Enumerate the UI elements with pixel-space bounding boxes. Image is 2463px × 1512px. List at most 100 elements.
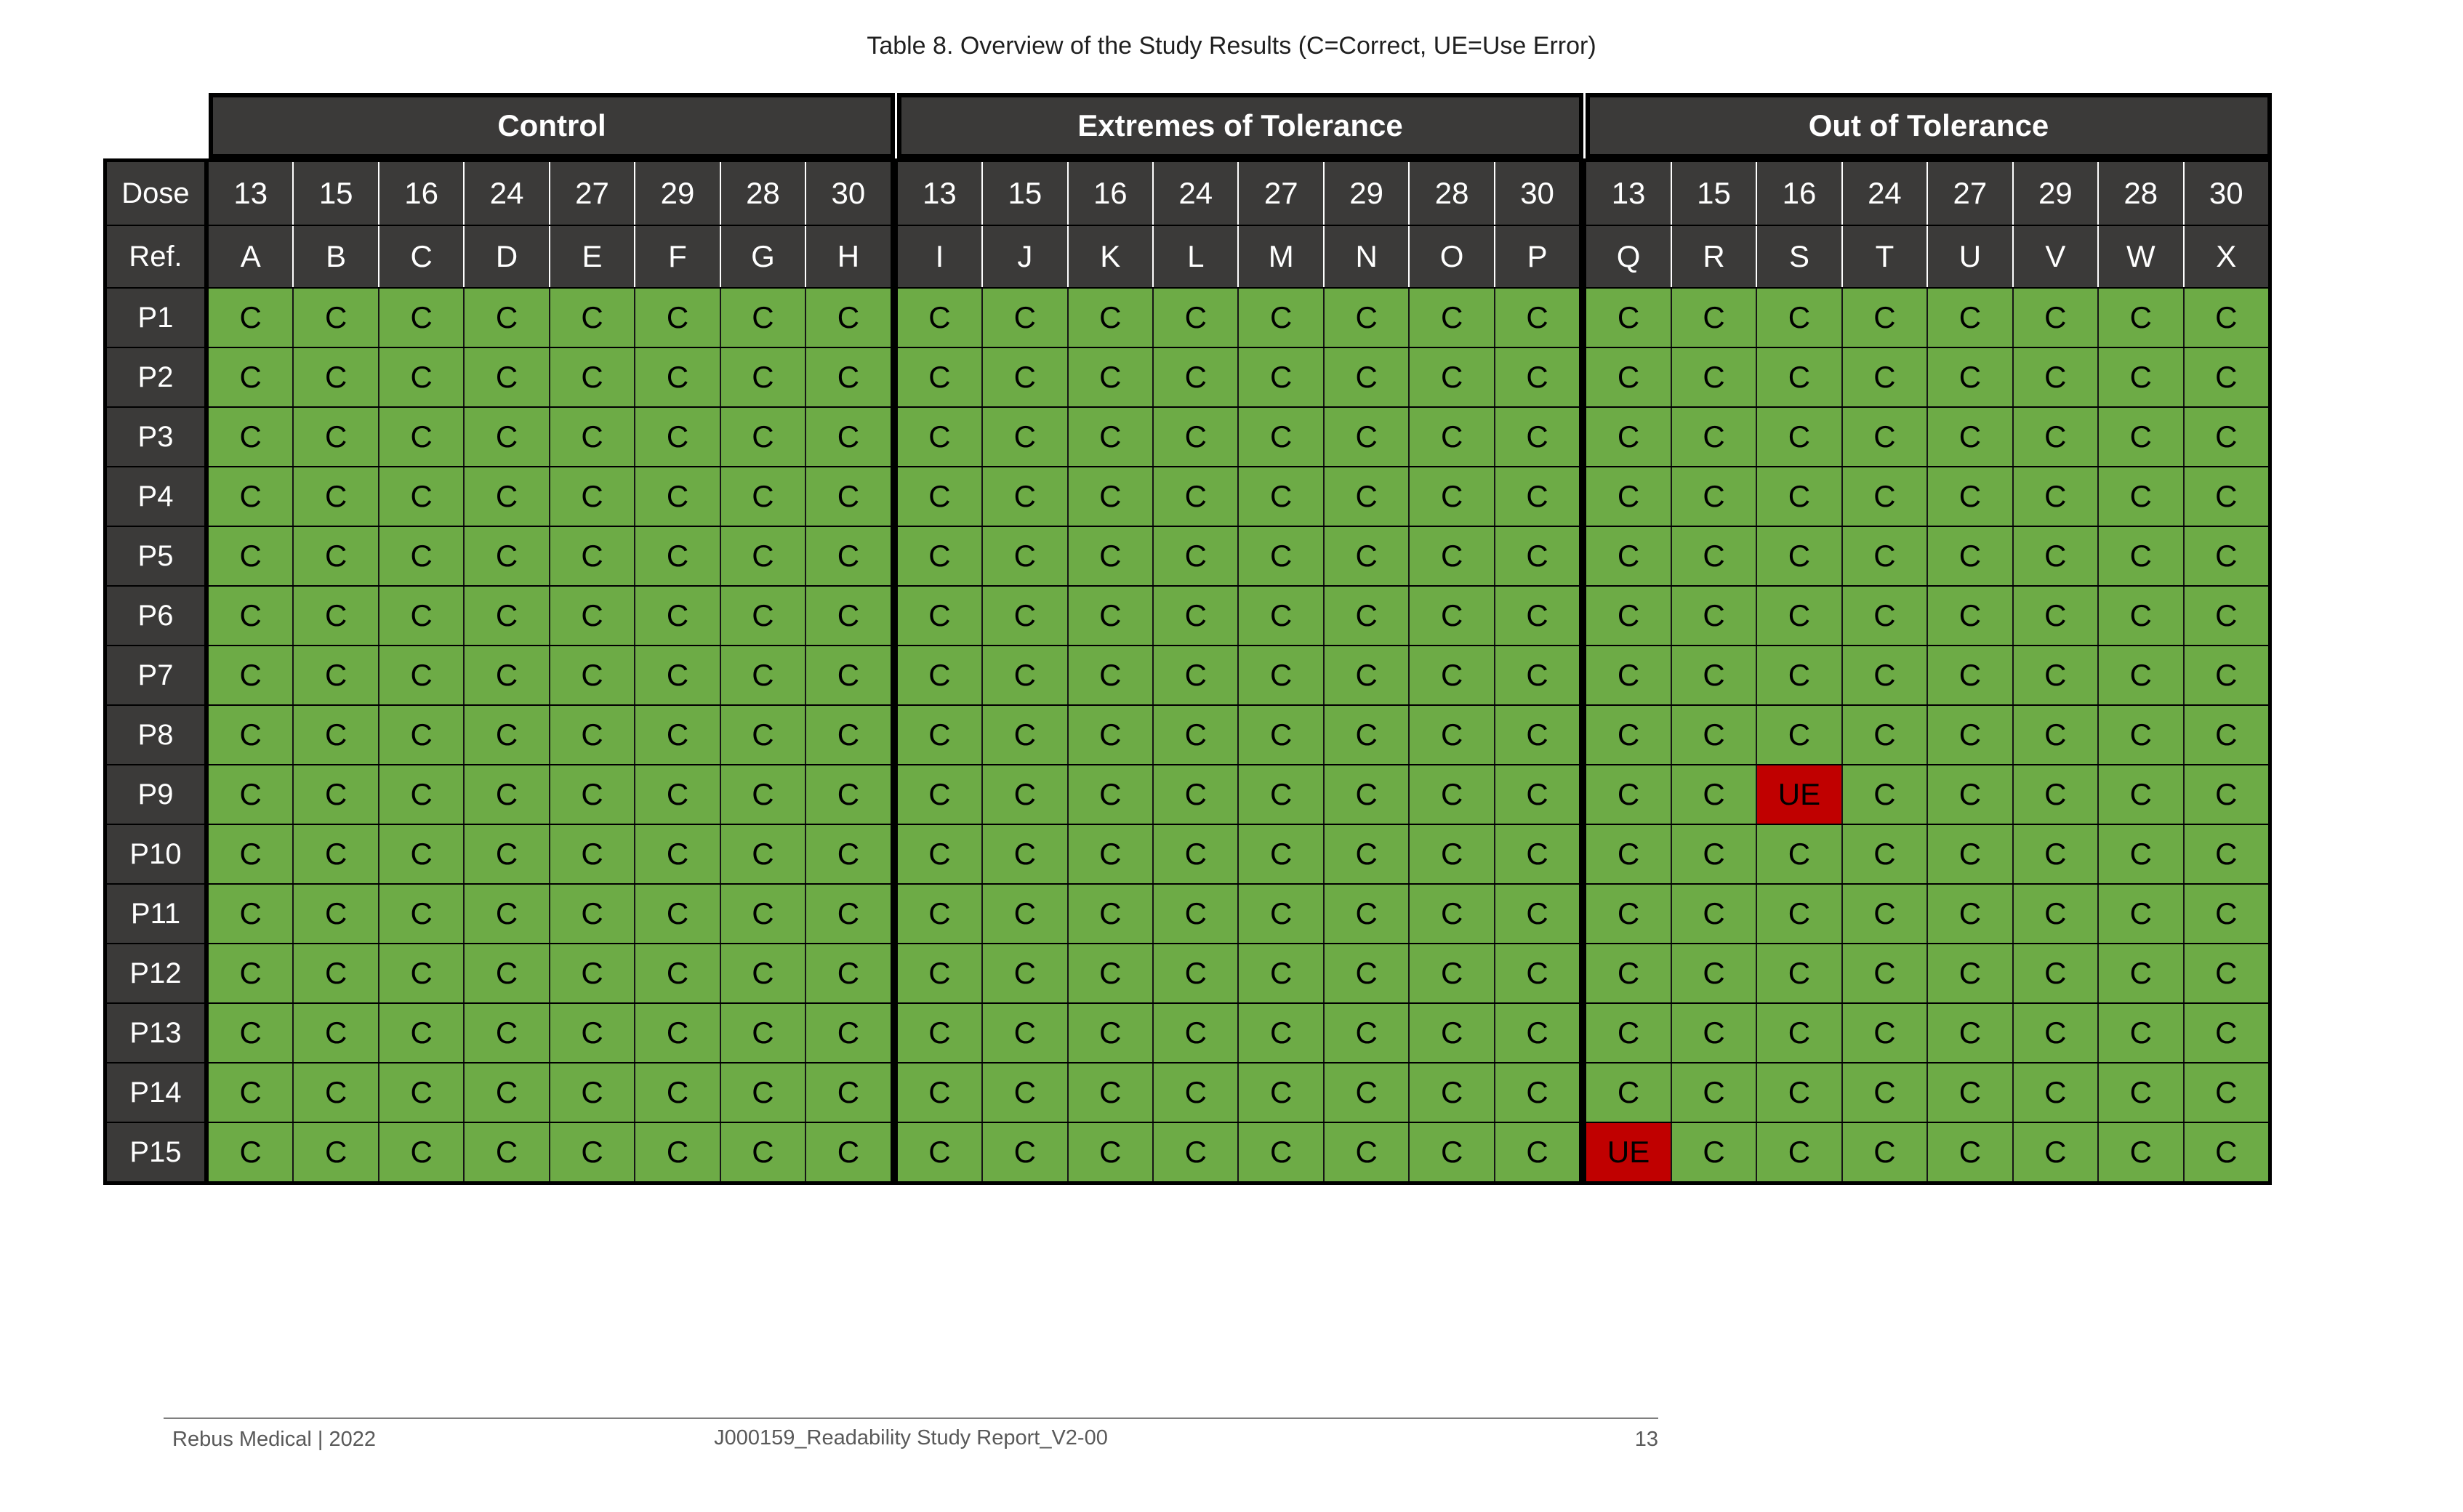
result-cell: C <box>1493 765 1580 824</box>
result-cell: C <box>1237 467 1323 526</box>
result-cell: C <box>2097 1123 2183 1181</box>
dose-cell: 27 <box>1926 162 2012 225</box>
dose-cell: 15 <box>981 162 1067 225</box>
result-cell: C <box>1493 408 1580 466</box>
result-cell: C <box>1926 1004 2012 1062</box>
result-cell: C <box>805 765 891 824</box>
participant-label: P13 <box>107 1004 209 1062</box>
result-cell: C <box>2182 587 2268 645</box>
result-cell: C <box>1322 587 1409 645</box>
result-cell: C <box>1670 467 1756 526</box>
dose-cell: 30 <box>1493 162 1580 225</box>
result-cell: C <box>805 944 891 1002</box>
page-footer: Rebus Medical | 2022 J000159_Readability… <box>164 1418 1658 1451</box>
result-cell: C <box>209 885 293 943</box>
ref-cell: T <box>1841 226 1927 287</box>
result-cell: C <box>1670 765 1756 824</box>
result-cell: C <box>1670 348 1756 406</box>
use-error-cell: UE <box>1586 1123 1671 1181</box>
result-cell: C <box>1586 527 1671 585</box>
result-cell: C <box>1841 944 1927 1002</box>
result-cell: C <box>1237 1123 1323 1181</box>
result-cell: C <box>981 527 1067 585</box>
dose-cell: 29 <box>1322 162 1409 225</box>
ref-cell: A <box>209 226 293 287</box>
result-cell: C <box>1066 765 1153 824</box>
result-cell: C <box>1066 587 1153 645</box>
result-cell: C <box>1152 646 1238 704</box>
result-cell: C <box>1670 944 1756 1002</box>
result-cell: C <box>805 527 891 585</box>
ref-cell: X <box>2182 226 2268 287</box>
result-cell: C <box>548 825 635 883</box>
result-cell: C <box>719 706 805 764</box>
result-cell: C <box>209 289 293 347</box>
result-cell: C <box>2012 765 2098 824</box>
result-cell: C <box>1670 408 1756 466</box>
dose-cell: 28 <box>1408 162 1494 225</box>
result-cell: C <box>719 765 805 824</box>
participant-row-p13: P13 C C C C C C C C C C C C C C C C C C C C C C C C <box>107 1002 2268 1062</box>
result-cell: C <box>1237 1004 1323 1062</box>
footer-doc-id: J000159_Readability Study Report_V2-00 <box>714 1426 1108 1449</box>
result-cell: C <box>463 1004 549 1062</box>
result-cell: C <box>377 1004 464 1062</box>
result-cell: C <box>1152 825 1238 883</box>
dose-cell: 15 <box>292 162 378 225</box>
result-cell: C <box>1237 348 1323 406</box>
result-cell: C <box>2097 646 2183 704</box>
dose-cell: 13 <box>897 162 982 225</box>
result-cell: C <box>1408 885 1494 943</box>
result-cell: C <box>1493 527 1580 585</box>
result-cell: C <box>719 825 805 883</box>
result-cell: C <box>292 527 378 585</box>
result-cell: C <box>377 706 464 764</box>
result-cell: C <box>292 944 378 1002</box>
result-cell: C <box>377 765 464 824</box>
result-cell: C <box>897 1063 982 1122</box>
result-cell: C <box>463 825 549 883</box>
result-cell: C <box>548 646 635 704</box>
result-cell: C <box>1152 527 1238 585</box>
result-cell: C <box>1322 408 1409 466</box>
result-cell: C <box>1237 587 1323 645</box>
result-cell: C <box>1322 1123 1409 1181</box>
result-cell: C <box>2097 885 2183 943</box>
result-cell: C <box>1586 1063 1671 1122</box>
result-cell: C <box>897 944 982 1002</box>
dose-cell: 13 <box>209 162 293 225</box>
group-header-extremes-of-tolerance: Extremes of Tolerance <box>897 93 1583 158</box>
result-cell: C <box>1926 408 2012 466</box>
result-cell: C <box>548 348 635 406</box>
result-cell: C <box>2012 825 2098 883</box>
result-cell: C <box>548 587 635 645</box>
result-cell: C <box>1493 825 1580 883</box>
result-cell: C <box>1322 467 1409 526</box>
table-title: Table 8. Overview of the Study Results (… <box>867 32 1596 60</box>
result-cell: C <box>2012 467 2098 526</box>
result-cell: C <box>1926 348 2012 406</box>
ref-cell: L <box>1152 226 1238 287</box>
result-cell: C <box>463 289 549 347</box>
result-cell: C <box>377 527 464 585</box>
participant-row-p14: P14 C C C C C C C C C C C C C C C C C C C C C C C C <box>107 1062 2268 1122</box>
result-cell: C <box>1670 527 1756 585</box>
ref-cell: K <box>1066 226 1153 287</box>
result-cell: C <box>548 1063 635 1122</box>
result-cell: C <box>1756 408 1841 466</box>
result-cell: C <box>897 587 982 645</box>
result-cell: C <box>1670 646 1756 704</box>
result-cell: C <box>1926 1063 2012 1122</box>
result-cell: C <box>1926 646 2012 704</box>
result-cell: C <box>1926 467 2012 526</box>
result-cell: C <box>1408 825 1494 883</box>
dose-section-control: 13 15 16 24 27 29 28 30 <box>209 162 891 225</box>
result-cell: C <box>548 467 635 526</box>
